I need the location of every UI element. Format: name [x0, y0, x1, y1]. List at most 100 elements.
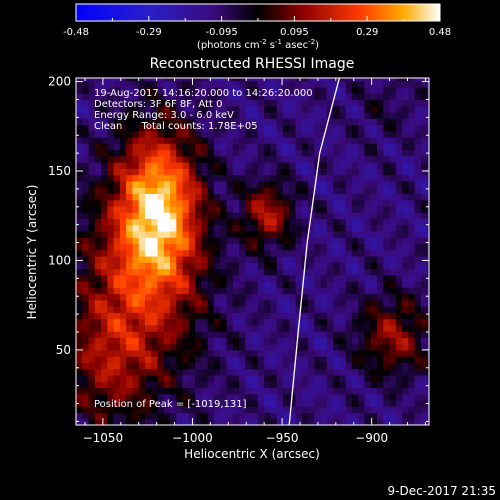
heatmap-cell: [107, 412, 115, 420]
heatmap-cell: [126, 80, 134, 88]
heatmap-cell: [295, 299, 303, 307]
heatmap-cell: [239, 387, 246, 395]
heatmap-cell: [170, 324, 177, 332]
heatmap-cell: [144, 105, 152, 113]
heatmap-cell: [176, 274, 184, 282]
heatmap-cell: [232, 418, 240, 425]
heatmap-cell: [314, 306, 322, 313]
heatmap-cell: [76, 118, 83, 126]
heatmap-cell: [264, 318, 272, 326]
heatmap-cell: [383, 199, 391, 207]
heatmap-cell: [151, 349, 159, 357]
heatmap-cell: [383, 187, 391, 194]
heatmap-cell: [157, 205, 165, 213]
heatmap-cell: [201, 243, 209, 251]
heatmap-cell: [257, 262, 265, 270]
heatmap-cell: [301, 230, 309, 238]
heatmap-cell: [314, 412, 322, 420]
heatmap-cell: [182, 343, 190, 351]
heatmap-cell: [113, 174, 121, 182]
heatmap-cell: [176, 287, 184, 295]
heatmap-cell: [119, 374, 127, 382]
heatmap-cell: [195, 218, 203, 226]
heatmap-cell: [345, 118, 353, 126]
heatmap-cell: [94, 218, 102, 226]
heatmap-cell: [339, 387, 347, 395]
heatmap-cell: [163, 356, 171, 363]
y-tick-label: 50: [56, 343, 71, 357]
heatmap-cell: [427, 306, 429, 313]
heatmap-cell: [88, 393, 96, 401]
heatmap-cell: [201, 343, 209, 351]
heatmap-cell: [245, 162, 253, 169]
heatmap-cell: [88, 387, 96, 395]
heatmap-cell: [195, 93, 203, 101]
heatmap-cell: [94, 205, 102, 213]
heatmap-cell: [151, 187, 159, 194]
heatmap-cell: [88, 237, 96, 245]
heatmap-cell: [170, 318, 177, 326]
heatmap-cell: [389, 118, 397, 126]
heatmap-cell: [427, 130, 429, 138]
heatmap-cell: [427, 249, 429, 257]
heatmap-cell: [257, 224, 265, 232]
heatmap-cell: [251, 80, 259, 88]
heatmap-cell: [308, 224, 315, 232]
heatmap-cell: [94, 143, 102, 151]
heatmap-cell: [94, 224, 102, 232]
heatmap-cell: [370, 105, 378, 113]
heatmap-cell: [232, 274, 240, 282]
heatmap-cell: [182, 287, 190, 295]
heatmap-cell: [113, 111, 121, 119]
heatmap-cell: [144, 268, 152, 276]
heatmap-cell: [377, 143, 384, 151]
heatmap-cell: [151, 312, 159, 320]
heatmap-cell: [345, 155, 353, 163]
heatmap-cell: [395, 324, 403, 332]
heatmap-cell: [126, 255, 134, 263]
heatmap-cell: [402, 237, 409, 245]
heatmap-cell: [126, 162, 134, 169]
heatmap-cell: [414, 199, 422, 207]
heatmap-cell: [377, 78, 384, 82]
heatmap-cell: [107, 199, 115, 207]
heatmap-cell: [107, 287, 115, 295]
heatmap-cell: [282, 412, 290, 420]
heatmap-cell: [126, 331, 134, 338]
heatmap-cell: [201, 412, 209, 420]
heatmap-cell: [182, 274, 190, 282]
heatmap-cell: [264, 299, 272, 307]
heatmap-cell: [264, 418, 272, 425]
heatmap-cell: [358, 111, 366, 119]
heatmap-cell: [82, 356, 90, 363]
heatmap-cell: [195, 262, 203, 270]
heatmap-cell: [358, 368, 366, 376]
heatmap-cell: [257, 249, 265, 257]
heatmap-cell: [182, 356, 190, 363]
heatmap-cell: [176, 255, 184, 263]
heatmap-cell: [295, 374, 303, 382]
heatmap-cell: [351, 174, 359, 182]
heatmap-cell: [88, 118, 96, 126]
heatmap-cell: [326, 356, 334, 363]
heatmap-cell: [220, 224, 228, 232]
heatmap-cell: [245, 255, 253, 263]
heatmap-cell: [113, 312, 121, 320]
heatmap-cell: [270, 249, 278, 257]
heatmap-cell: [157, 168, 165, 176]
heatmap-cell: [282, 324, 290, 332]
x-tick-label: −950: [266, 431, 299, 445]
heatmap-cell: [395, 356, 403, 363]
heatmap-cell: [264, 80, 272, 88]
heatmap-cell: [270, 105, 278, 113]
heatmap-cell: [264, 99, 272, 107]
heatmap-cell: [402, 187, 409, 194]
heatmap-cell: [282, 387, 290, 395]
heatmap-cell: [157, 149, 165, 157]
heatmap-cell: [144, 237, 152, 245]
heatmap-cell: [132, 299, 140, 307]
heatmap-cell: [295, 268, 303, 276]
heatmap-cell: [295, 337, 303, 345]
heatmap-cell: [101, 187, 108, 194]
heatmap-cell: [201, 180, 209, 188]
